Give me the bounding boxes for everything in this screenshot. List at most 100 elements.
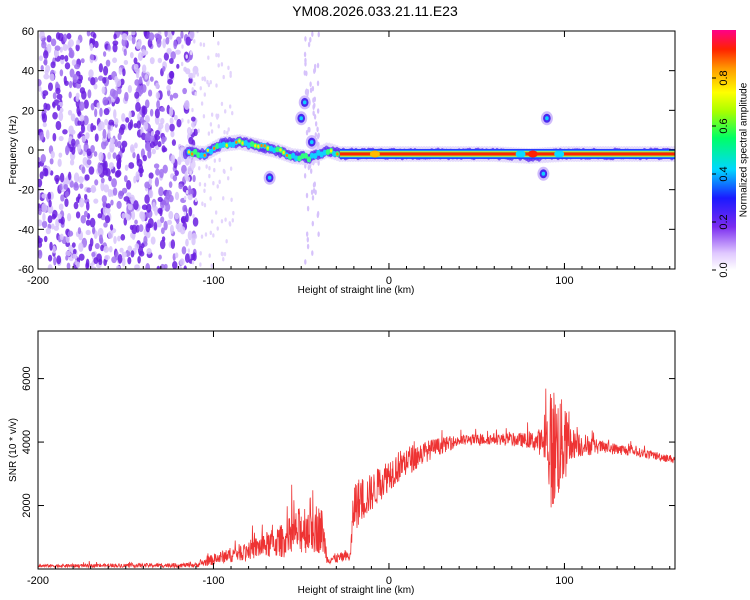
spectrogram-xtick-label: 0 <box>386 275 392 287</box>
noise-speckle <box>107 151 112 160</box>
noise-speckle <box>77 143 82 153</box>
noise-speckle <box>162 164 168 174</box>
noise-speckle <box>313 102 316 109</box>
noise-speckle <box>170 239 176 250</box>
noise-speckle <box>203 92 207 97</box>
noise-speckle <box>153 163 160 169</box>
noise-speckle <box>105 59 111 67</box>
noise-speckle <box>149 135 155 143</box>
noise-speckle <box>168 58 174 64</box>
noise-speckle <box>88 243 93 252</box>
noise-speckle <box>170 154 176 164</box>
noise-speckle <box>223 129 226 135</box>
noise-speckle <box>150 236 156 245</box>
noise-speckle <box>146 203 152 213</box>
noise-speckle <box>209 79 212 85</box>
noise-speckle <box>148 32 155 41</box>
noise-speckle <box>317 31 320 38</box>
noise-speckle <box>55 177 59 185</box>
noise-speckle <box>317 231 320 237</box>
noise-speckle <box>93 198 99 204</box>
noise-speckle <box>91 251 96 257</box>
noise-speckle <box>196 72 200 77</box>
noise-speckle <box>191 107 194 113</box>
noise-speckle <box>59 172 65 183</box>
noise-speckle <box>210 263 213 269</box>
noise-speckle <box>105 203 111 209</box>
noise-speckle <box>85 132 90 140</box>
noise-speckle <box>159 239 166 250</box>
noise-speckle <box>163 263 168 269</box>
noise-speckle <box>192 160 195 165</box>
noise-speckle <box>148 178 153 185</box>
noise-speckle <box>105 168 111 177</box>
noise-speckle <box>313 114 317 120</box>
noise-speckle <box>316 108 320 114</box>
noise-speckle <box>94 242 100 250</box>
noise-speckle <box>137 52 143 61</box>
noise-speckle <box>191 121 196 128</box>
noise-speckle <box>127 84 132 94</box>
ridge-peak <box>206 148 210 152</box>
noise-speckle <box>185 36 191 46</box>
noise-speckle <box>305 231 309 237</box>
noise-speckle <box>117 190 124 200</box>
noise-speckle <box>92 227 96 235</box>
noise-speckle <box>188 136 194 145</box>
noise-speckle <box>199 42 202 47</box>
ridge-core <box>227 141 233 148</box>
noise-speckle <box>312 110 315 117</box>
noise-speckle <box>134 91 140 99</box>
noise-speckle <box>156 38 162 48</box>
noise-speckle <box>134 79 140 86</box>
noise-speckle <box>225 239 228 244</box>
noise-speckle <box>80 124 85 134</box>
noise-speckle <box>213 167 216 173</box>
noise-speckle <box>139 85 144 95</box>
noise-speckle <box>60 216 65 225</box>
noise-speckle <box>311 31 314 37</box>
noise-speckle <box>217 41 220 46</box>
noise-speckle <box>121 112 126 122</box>
noise-speckle <box>166 47 172 55</box>
noise-speckle <box>83 210 88 218</box>
noise-speckle <box>55 120 62 131</box>
noise-speckle <box>93 83 98 90</box>
spectrogram-xtick-label: 100 <box>555 275 573 287</box>
noise-speckle <box>227 127 230 132</box>
noise-speckle <box>191 128 195 133</box>
noise-speckle <box>84 193 88 200</box>
noise-speckle <box>163 220 168 231</box>
noise-speckle <box>59 183 63 191</box>
noise-speckle <box>230 197 233 202</box>
noise-speckle <box>167 78 173 85</box>
noise-speckle <box>157 57 163 64</box>
noise-speckle <box>135 101 141 112</box>
noise-speckle <box>172 92 179 99</box>
noise-speckle <box>38 78 42 87</box>
noise-speckle <box>307 164 310 171</box>
noise-speckle <box>50 38 57 47</box>
ridge-peak <box>266 146 270 150</box>
noise-speckle <box>98 121 105 131</box>
noise-speckle <box>198 182 202 187</box>
noise-speckle <box>125 214 131 221</box>
noise-speckle <box>103 184 110 193</box>
noise-speckle <box>201 201 204 206</box>
noise-speckle <box>131 36 136 45</box>
secondary-blob-core <box>309 140 314 145</box>
noise-speckle <box>43 50 49 59</box>
noise-speckle <box>123 59 129 65</box>
noise-speckle <box>134 243 140 250</box>
noise-speckle <box>96 102 101 109</box>
noise-speckle <box>45 227 51 235</box>
noise-speckle <box>217 63 220 68</box>
noise-speckle <box>220 101 224 107</box>
noise-speckle <box>85 201 90 211</box>
noise-speckle <box>170 51 176 60</box>
noise-speckle <box>56 255 62 265</box>
noise-speckle <box>200 234 204 239</box>
noise-speckle <box>71 59 77 67</box>
noise-speckle <box>203 203 207 208</box>
noise-speckle <box>154 177 160 187</box>
